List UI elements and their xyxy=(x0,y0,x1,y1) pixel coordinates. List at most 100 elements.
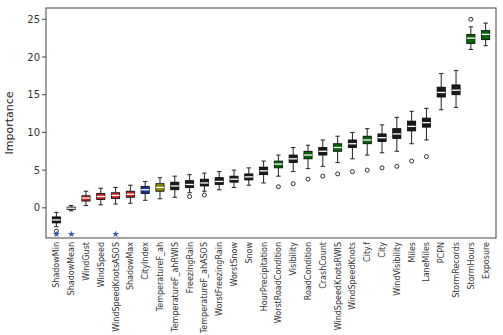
lower-whisker xyxy=(367,144,368,155)
x-tick-label: CrashCount xyxy=(319,242,328,289)
upper-cap xyxy=(173,176,177,177)
box-group xyxy=(393,117,401,168)
y-tick-label: 5 xyxy=(34,165,40,176)
outlier xyxy=(291,182,295,186)
lower-whisker xyxy=(352,148,353,159)
box-group xyxy=(422,108,430,158)
median xyxy=(319,151,327,152)
x-tick-label: TemperatureF_ah xyxy=(156,242,165,312)
x-tick-label: TemperatureF_ahRWIS xyxy=(171,242,180,333)
median xyxy=(200,182,208,183)
x-tick-label: WorstRoadCondition xyxy=(274,242,283,323)
upper-whisker xyxy=(219,172,220,178)
box xyxy=(156,184,164,192)
lower-cap xyxy=(173,197,177,198)
upper-whisker xyxy=(174,176,175,182)
upper-cap xyxy=(409,111,413,112)
y-tick-label: 25 xyxy=(27,14,40,25)
upper-whisker xyxy=(396,117,397,128)
upper-cap xyxy=(99,188,103,189)
x-tick-label: FreezingRain xyxy=(186,242,195,293)
lower-whisker xyxy=(322,155,323,166)
upper-whisker xyxy=(248,168,249,174)
box-group xyxy=(126,185,134,203)
median xyxy=(156,187,164,188)
lower-whisker xyxy=(470,43,471,49)
box xyxy=(260,167,268,175)
lower-cap xyxy=(424,139,428,140)
box-group xyxy=(260,161,268,183)
star-annotation: ★ xyxy=(52,229,60,239)
x-tick-label: WindSpeed xyxy=(97,242,106,287)
x-tick-label: ShadowMean xyxy=(67,242,76,295)
lower-whisker xyxy=(130,197,131,203)
lower-cap xyxy=(395,151,399,152)
x-tick-label: Snow xyxy=(245,242,254,264)
box-group xyxy=(200,173,208,197)
upper-whisker xyxy=(352,132,353,140)
lower-cap xyxy=(99,204,103,205)
x-tick-label: WindSpeedKnotsRWIS xyxy=(334,242,343,330)
x-tick-label: Miles xyxy=(408,242,417,262)
lower-whisker xyxy=(219,184,220,189)
median xyxy=(260,170,268,171)
box xyxy=(200,179,208,186)
median xyxy=(289,158,297,159)
y-tick xyxy=(42,207,46,208)
lower-whisker xyxy=(382,141,383,152)
median xyxy=(186,184,194,185)
lower-whisker xyxy=(174,190,175,198)
upper-whisker xyxy=(470,27,471,35)
lower-cap xyxy=(454,107,458,108)
upper-whisker xyxy=(189,175,190,181)
box xyxy=(437,87,445,97)
lower-cap xyxy=(69,210,73,211)
plot-frame xyxy=(46,8,496,238)
lower-cap xyxy=(143,200,147,201)
box-group xyxy=(97,188,105,205)
x-tick-label: StormRecords xyxy=(452,242,461,298)
box-group xyxy=(112,187,120,204)
lower-cap xyxy=(469,49,473,50)
upper-cap xyxy=(365,128,369,129)
box xyxy=(126,191,134,197)
x-tick-label: ShadowMax xyxy=(126,242,135,290)
box xyxy=(186,181,194,188)
upper-whisker xyxy=(233,170,234,176)
box-group xyxy=(230,170,238,187)
x-tick-label: WorstSnow xyxy=(230,242,239,287)
upper-whisker xyxy=(263,161,264,167)
lower-whisker xyxy=(85,201,86,206)
lower-cap xyxy=(335,162,339,163)
upper-cap xyxy=(439,73,443,74)
lower-cap xyxy=(247,185,251,186)
box-group xyxy=(408,111,416,163)
box xyxy=(215,178,223,185)
box-group xyxy=(274,155,282,189)
upper-whisker xyxy=(145,181,146,186)
upper-cap xyxy=(128,185,132,186)
lower-cap xyxy=(321,166,325,167)
x-tick-label: PCPN xyxy=(437,242,446,263)
lower-cap xyxy=(84,205,88,206)
outlier xyxy=(410,159,414,163)
upper-cap xyxy=(380,124,384,125)
outlier xyxy=(276,185,280,189)
lower-whisker xyxy=(411,131,412,144)
lower-whisker xyxy=(426,127,427,140)
y-tick-label: 15 xyxy=(27,89,40,100)
median xyxy=(126,194,134,195)
lower-cap xyxy=(261,182,265,183)
upper-whisker xyxy=(367,129,368,137)
upper-cap xyxy=(454,70,458,71)
star-annotation: ★ xyxy=(112,229,120,239)
median xyxy=(378,137,386,138)
upper-cap xyxy=(335,136,339,137)
x-tick-label: WindVisibility xyxy=(393,242,402,296)
x-tick-label: Visibility xyxy=(289,242,298,276)
lower-whisker xyxy=(159,191,160,199)
lower-whisker xyxy=(204,186,205,191)
box-group xyxy=(437,74,445,110)
box xyxy=(393,129,401,139)
upper-whisker xyxy=(337,136,338,144)
